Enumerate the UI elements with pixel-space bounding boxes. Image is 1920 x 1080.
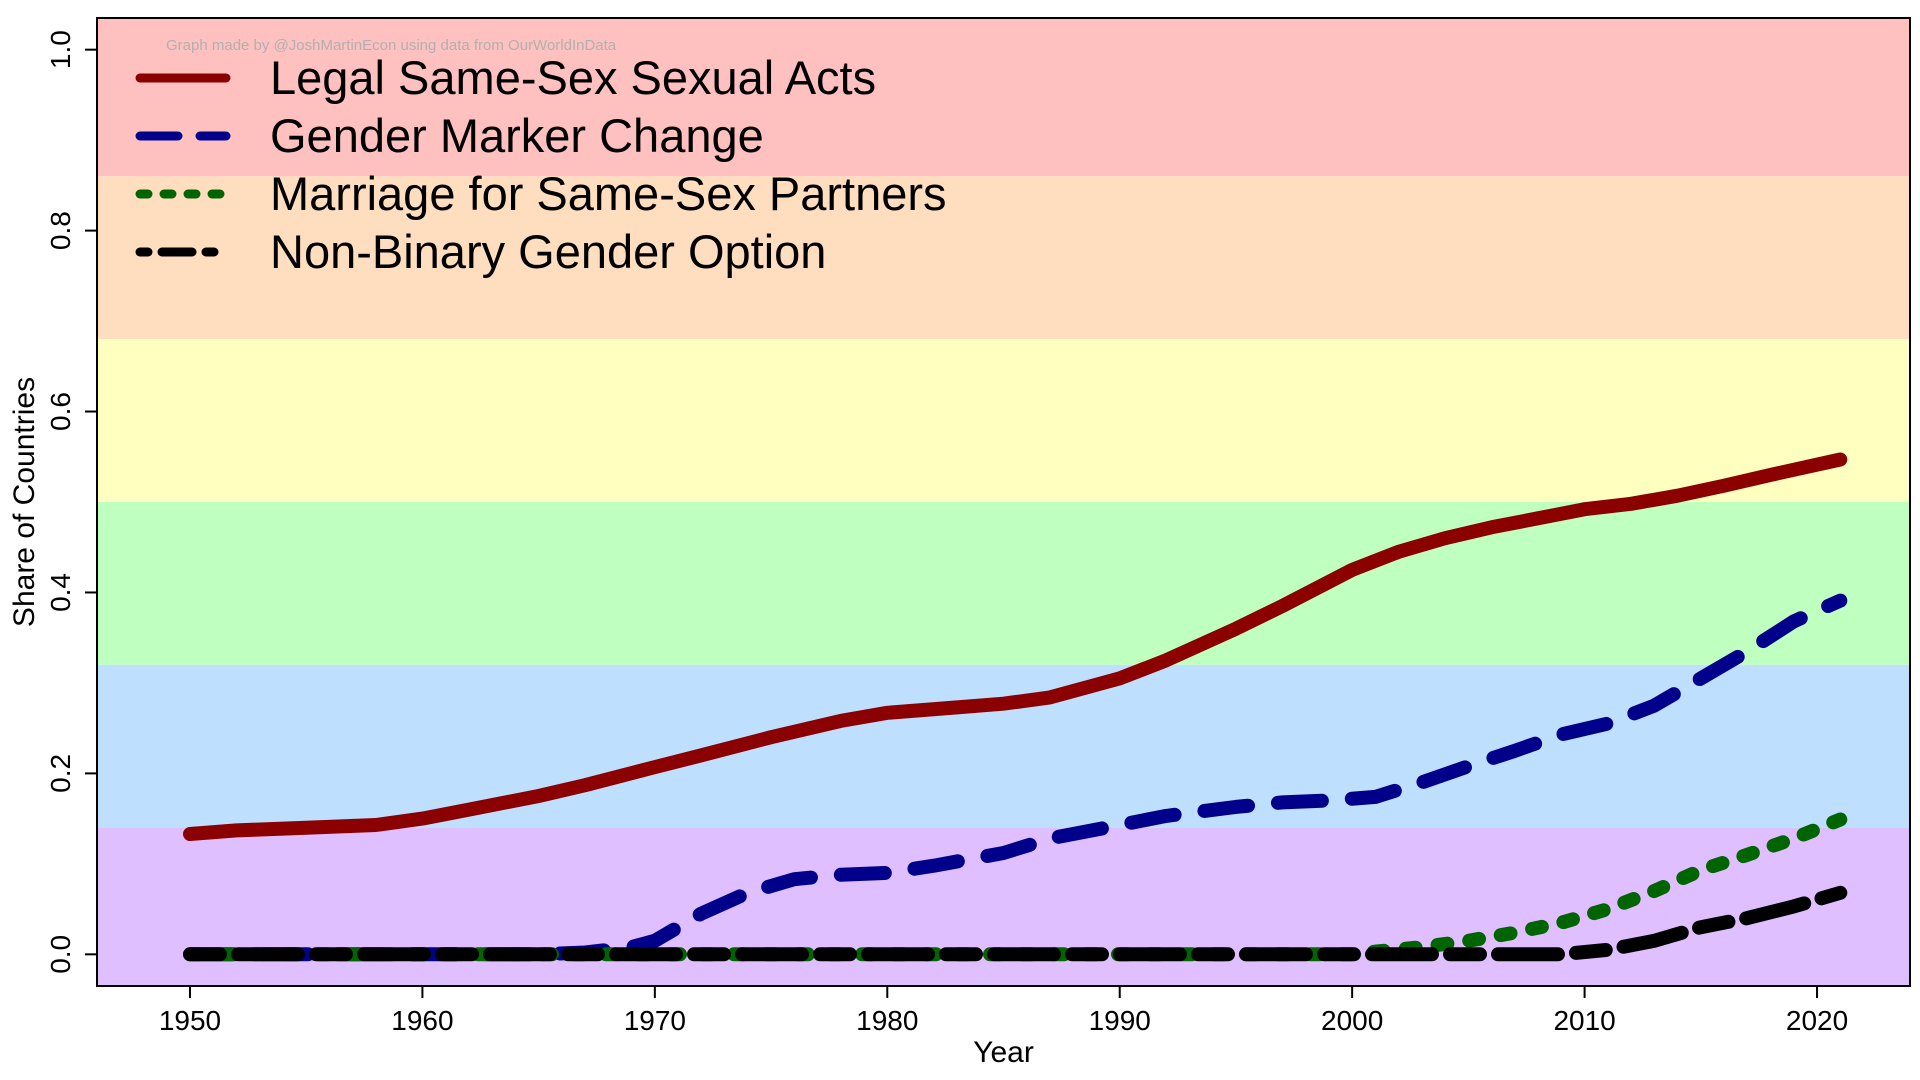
y-axis-title: Share of Countries	[8, 377, 41, 627]
y-tick-label-1: 0.2	[45, 754, 76, 793]
y-axis: 0.0 0.2 0.4 0.6 0.8 1.0	[45, 30, 98, 974]
credit-text: Graph made by @JoshMartinEcon using data…	[166, 37, 617, 54]
legend-label-1: Gender Marker Change	[270, 109, 764, 162]
x-tick-label-6: 2010	[1553, 1005, 1615, 1036]
x-tick-label-7: 2020	[1786, 1005, 1848, 1036]
background-band-1	[97, 176, 1910, 340]
x-tick-label-5: 2000	[1321, 1005, 1383, 1036]
x-tick-label-3: 1980	[856, 1005, 918, 1036]
background-band-2	[97, 339, 1910, 502]
y-tick-label-3: 0.6	[45, 392, 76, 431]
background-band-4	[97, 664, 1910, 828]
background-band-0	[97, 18, 1910, 177]
series-line-1	[183, 593, 1848, 962]
legend-label-2: Marriage for Same-Sex Partners	[270, 167, 947, 220]
y-tick-label-4: 0.8	[45, 211, 76, 250]
y-tick-label-5: 1.0	[45, 30, 76, 69]
legend-label-0: Legal Same-Sex Sexual Acts	[270, 51, 876, 104]
series-layer	[183, 452, 1848, 962]
x-tick-label-4: 1990	[1089, 1005, 1151, 1036]
x-tick-label-1: 1960	[391, 1005, 453, 1036]
x-tick-label-0: 1950	[159, 1005, 221, 1036]
x-axis-title: Year	[973, 1036, 1034, 1069]
y-tick-label-0: 0.0	[45, 935, 76, 974]
series-line-0	[183, 452, 1848, 841]
legend-label-3: Non-Binary Gender Option	[270, 225, 826, 278]
background-band-3	[97, 502, 1910, 665]
x-axis: 1950 1960 1970 1980 1990 2000 2010 2020	[159, 985, 1848, 1036]
y-tick-label-2: 0.4	[45, 573, 76, 612]
x-tick-label-2: 1970	[624, 1005, 686, 1036]
series-line-3	[183, 885, 1848, 962]
